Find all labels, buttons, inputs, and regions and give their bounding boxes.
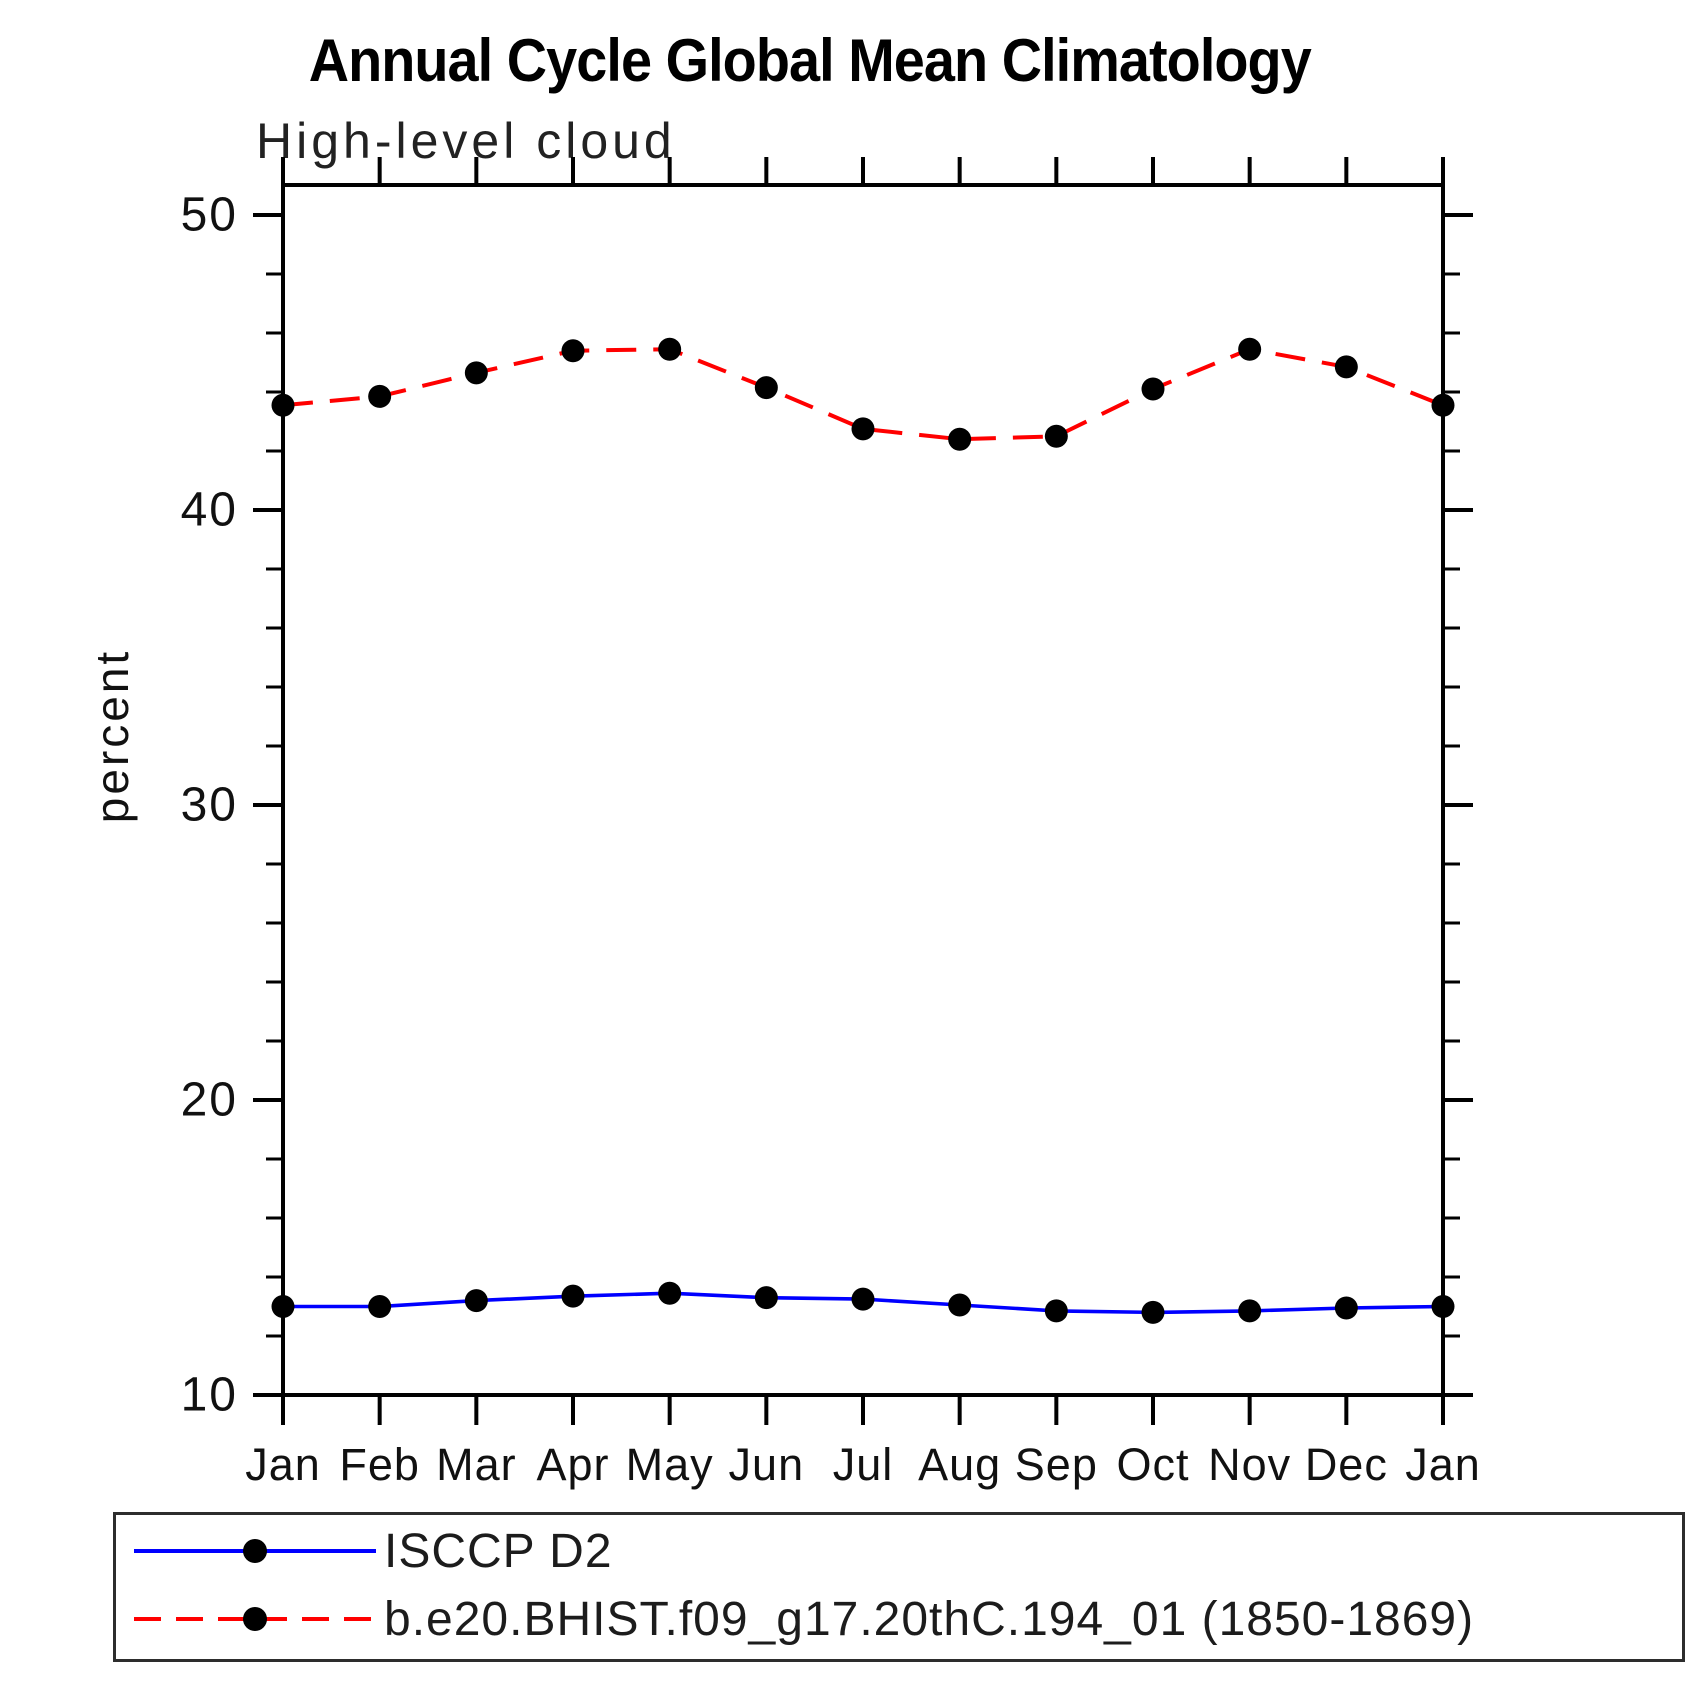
data-point-marker (948, 1293, 972, 1317)
axis-frame (281, 183, 1445, 1397)
data-point-marker (464, 1289, 488, 1313)
data-point-marker (1238, 337, 1262, 361)
x-tick-label: Jul (833, 1439, 894, 1490)
data-point-marker (1334, 355, 1358, 379)
data-point-marker (1044, 424, 1068, 448)
chart-title-text: Annual Cycle Global Mean Climatology (308, 27, 1312, 94)
y-tick-label: 50 (181, 189, 238, 242)
legend-swatch-dashed-line (134, 1607, 376, 1631)
data-point-marker (368, 1295, 392, 1318)
legend-marker-dot (243, 1607, 267, 1631)
x-tick-label: May (626, 1439, 714, 1490)
legend-label-model: b.e20.BHIST.f09_g17.20thC.194_01 (1850-1… (384, 1592, 1475, 1646)
y-tick-label: 20 (181, 1074, 238, 1127)
data-point-marker (1141, 377, 1165, 401)
data-point-marker (658, 1281, 682, 1305)
data-point-marker (271, 393, 295, 417)
chart-title: Annual Cycle Global Mean Climatology (0, 26, 1620, 95)
y-tick-label: 10 (181, 1369, 238, 1422)
data-point-marker (1431, 393, 1455, 417)
y-tick-label: 40 (181, 484, 238, 537)
y-tick-label: 30 (181, 779, 238, 832)
data-point-marker (1334, 1296, 1358, 1320)
data-point-marker (851, 1287, 875, 1311)
data-point-marker (1431, 1295, 1455, 1318)
data-point-marker (561, 339, 585, 363)
x-tick-label: Feb (339, 1439, 420, 1490)
x-tick-label: Dec (1305, 1439, 1388, 1490)
data-point-marker (561, 1284, 585, 1308)
x-tick-label: Nov (1208, 1439, 1291, 1490)
data-point-marker (368, 384, 392, 408)
data-point-marker (658, 337, 682, 361)
legend-swatch-solid-line (134, 1539, 376, 1563)
chart-subtitle: High-level cloud (256, 113, 676, 169)
x-tick-label: Jan (245, 1439, 321, 1490)
data-point-marker (948, 427, 972, 451)
data-point-marker (464, 361, 488, 385)
data-point-marker (1238, 1299, 1262, 1323)
legend-label-isccp: ISCCP D2 (384, 1524, 613, 1578)
x-tick-label: Sep (1015, 1439, 1098, 1490)
x-tick-label: Aug (918, 1439, 1001, 1490)
legend-marker-dot (243, 1539, 267, 1563)
data-point-marker (754, 1286, 778, 1310)
x-tick-label: Oct (1116, 1439, 1189, 1490)
x-tick-label: Mar (436, 1439, 517, 1490)
x-tick-label: Jan (1405, 1439, 1481, 1490)
x-tick-label: Apr (536, 1439, 609, 1490)
data-point-marker (851, 417, 875, 441)
legend-item-model: b.e20.BHIST.f09_g17.20thC.194_01 (1850-1… (130, 1591, 1474, 1647)
x-tick-label: Jun (729, 1439, 805, 1490)
legend-item-isccp: ISCCP D2 (130, 1523, 613, 1579)
data-point-marker (754, 376, 778, 400)
data-point-marker (1044, 1299, 1068, 1323)
data-point-marker (1141, 1300, 1165, 1324)
legend: ISCCP D2 b.e20.BHIST.f09_g17.20thC.194_0… (113, 1512, 1685, 1662)
plot-area: 10 20 30 40 50 Jan Feb Mar Apr May Jun Jul Aug Sep Oct… (181, 157, 1481, 1490)
data-point-marker (271, 1295, 295, 1318)
